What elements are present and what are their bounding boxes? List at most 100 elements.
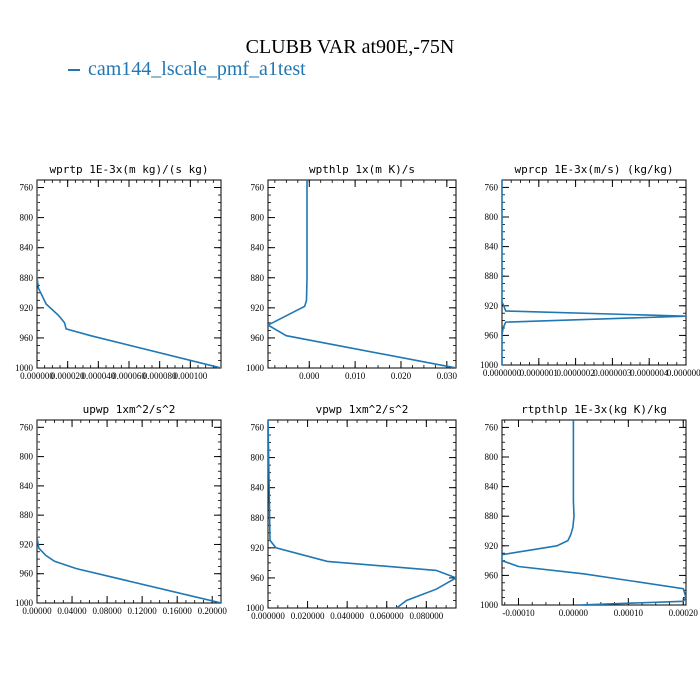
panel-title: upwp 1xm^2/s^2 (83, 403, 176, 416)
x-tick-label: 0.000020 (51, 371, 85, 381)
y-tick-label: 880 (251, 273, 265, 283)
series-line (502, 420, 686, 605)
y-tick-label: 760 (20, 183, 34, 193)
x-tick-label: 0.00000 (559, 608, 589, 618)
y-tick-label: 1000 (15, 363, 34, 373)
page-title: CLUBB VAR at90E,-75N (245, 36, 455, 58)
y-tick-label: 1000 (246, 603, 265, 613)
series-line (268, 420, 456, 608)
x-tick-label: 0.020 (391, 371, 412, 381)
y-tick-label: 920 (20, 303, 34, 313)
y-tick-label: 840 (20, 481, 34, 491)
panel-title: vpwp 1xm^2/s^2 (316, 403, 409, 416)
plot-frame (267, 419, 457, 609)
x-tick-label: 0.060000 (370, 611, 404, 621)
y-tick-label: 1000 (15, 598, 34, 608)
panel-title: rtpthlp 1E-3x(kg K)/kg (521, 403, 667, 416)
y-tick-label: 920 (485, 541, 499, 551)
y-tick-label: 880 (20, 273, 34, 283)
panel-title: wpthlp 1x(m K)/s (309, 163, 415, 176)
panel-1: wprtp 1E-3x(m kg)/(s kg) 760 800 840 880 920 9… (15, 163, 222, 381)
y-tick-label: 760 (20, 422, 34, 432)
panel-2: wpthlp 1x(m K)/s 760 800 840 880 920 960 1000 0.… (246, 163, 457, 381)
x-tick-label: 0.000040 (81, 371, 115, 381)
series-line (37, 420, 221, 603)
panel-title: wprtp 1E-3x(m kg)/(s kg) (50, 163, 209, 176)
y-tick-label: 800 (251, 453, 265, 463)
y-tick-label: 960 (20, 569, 34, 579)
panel-3: wprcp 1E-3x(m/s) (kg/kg) 760 800 840 880 920 9… (480, 163, 700, 378)
y-tick-label: 840 (251, 243, 265, 253)
legend: cam144_lscale_pmf_a1test (68, 58, 306, 81)
x-tick-label: 0.0000002 (556, 368, 594, 378)
x-tick-label: 0.010 (345, 371, 366, 381)
plot-frame (501, 179, 687, 366)
y-tick-label: 920 (251, 303, 265, 313)
y-tick-label: 960 (20, 333, 34, 343)
panel-6: rtpthlp 1E-3x(kg K)/kg 760 800 840 880 920 960… (480, 403, 698, 618)
y-tick-label: 960 (485, 570, 499, 580)
panel-5: vpwp 1xm^2/s^2 760 800 840 880 920 960 10000.00… (246, 403, 457, 621)
y-tick-label: 960 (485, 330, 499, 340)
series-line (502, 180, 686, 365)
series-line (268, 180, 456, 368)
y-tick-label: 800 (485, 452, 499, 462)
y-tick-label: 960 (251, 573, 265, 583)
y-tick-label: 800 (20, 213, 34, 223)
y-tick-label: 800 (20, 452, 34, 462)
y-tick-label: 960 (251, 333, 265, 343)
y-tick-label: 840 (251, 483, 265, 493)
y-tick-label: 760 (485, 422, 499, 432)
x-tick-label: 0.080000 (409, 611, 443, 621)
x-tick-label: 0.0000003 (593, 368, 632, 378)
y-tick-label: 1000 (480, 600, 499, 610)
plot-frame (267, 179, 457, 369)
x-tick-label: 0.000100 (173, 371, 207, 381)
x-tick-label: 0.08000 (92, 606, 122, 616)
y-tick-label: 1000 (480, 360, 499, 370)
x-tick-label: 0.040000 (330, 611, 364, 621)
x-tick-label: 0.12000 (128, 606, 158, 616)
y-tick-label: 920 (251, 543, 265, 553)
y-tick-label: 880 (20, 510, 34, 520)
y-tick-label: 760 (251, 423, 265, 433)
panel-title: wprcp 1E-3x(m/s) (kg/kg) (515, 163, 674, 176)
x-tick-label: 0.00020 (669, 608, 699, 618)
x-tick-label: 0.16000 (163, 606, 193, 616)
y-tick-label: 1000 (246, 363, 265, 373)
y-tick-label: 840 (20, 243, 34, 253)
x-tick-label: 0.020000 (291, 611, 325, 621)
x-tick-label: 0.0000004 (630, 368, 669, 378)
x-tick-label: 0.000080 (143, 371, 177, 381)
x-tick-label: 0.000000 (251, 611, 285, 621)
x-tick-label: 0.0000000 (483, 368, 522, 378)
x-tick-label: 0.00010 (614, 608, 644, 618)
y-tick-label: 840 (485, 482, 499, 492)
legend-label: cam144_lscale_pmf_a1test (88, 58, 306, 80)
panel-4: upwp 1xm^2/s^2 760 800 840 880 920 960 10000.00… (15, 403, 227, 616)
plot-frame (36, 419, 222, 604)
y-tick-label: 920 (20, 539, 34, 549)
y-tick-label: 840 (485, 242, 499, 252)
x-tick-label: 0.00000 (22, 606, 52, 616)
series-line (37, 180, 221, 368)
x-tick-label: 0.04000 (57, 606, 87, 616)
x-tick-label: 0.030 (437, 371, 458, 381)
plot-frame (36, 179, 222, 369)
y-tick-label: 880 (485, 511, 499, 521)
x-tick-label: 0.20000 (198, 606, 228, 616)
x-tick-label: 0.0000001 (520, 368, 558, 378)
x-tick-label: 0.000060 (112, 371, 146, 381)
y-tick-label: 800 (485, 212, 499, 222)
y-tick-label: 760 (485, 182, 499, 192)
x-tick-label: 0.000 (299, 371, 320, 381)
y-tick-label: 920 (485, 301, 499, 311)
y-tick-label: 800 (251, 213, 265, 223)
y-tick-label: 880 (251, 513, 265, 523)
x-tick-label: -0.00010 (502, 608, 535, 618)
y-tick-label: 880 (485, 271, 499, 281)
legend-line-marker (68, 69, 80, 72)
x-tick-label: 0.000000 (20, 371, 54, 381)
x-tick-label: 0.0000005 (667, 368, 700, 378)
